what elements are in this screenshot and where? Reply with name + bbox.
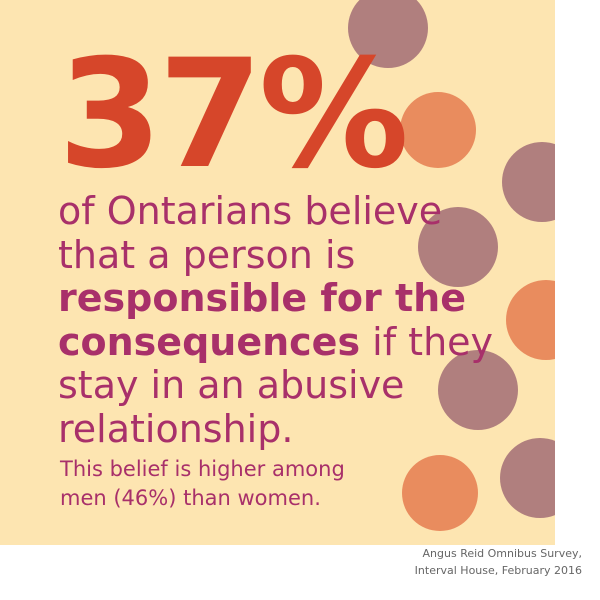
note-line: men (46%) than women. [60, 486, 321, 510]
text: relationship. [58, 406, 294, 451]
headline: 37% [58, 28, 409, 202]
note-line: This belief is higher among [60, 457, 345, 481]
source-line: Interval House, February 2016 [414, 564, 582, 577]
text: of Ontarians believe [58, 189, 443, 233]
statement-line: responsible for the [58, 276, 493, 321]
dot [506, 280, 555, 360]
dot [500, 438, 555, 518]
note: This belief is higher among men (46%) tha… [60, 455, 345, 513]
dot [402, 455, 478, 531]
dot [348, 0, 428, 68]
text: that a person is [58, 232, 356, 277]
text: stay in an abusive [58, 363, 405, 407]
dot [502, 142, 555, 222]
dots [348, 0, 555, 531]
dot [400, 92, 476, 168]
emphasis: consequences [58, 319, 361, 364]
emphasis: responsible for the [58, 276, 466, 320]
statement-line: consequences if they [58, 319, 494, 365]
dot [438, 350, 518, 430]
source: Angus Reid Omnibus Survey, Interval House… [415, 545, 582, 579]
statement-line: relationship. [58, 406, 493, 452]
statement-line: stay in an abusive [58, 363, 493, 408]
dot [418, 207, 498, 287]
statement-line: that a person is [58, 232, 493, 278]
text: if they [360, 319, 494, 364]
statement-line: of Ontarians believe [58, 189, 493, 234]
statement: of Ontarians believe that a person is resp… [58, 189, 494, 452]
source-line: Angus Reid Omnibus Survey, [422, 547, 582, 560]
